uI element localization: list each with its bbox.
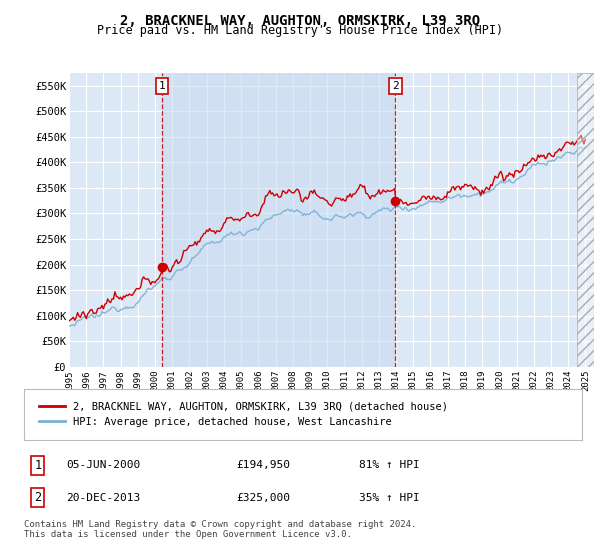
Text: 1: 1 [34, 459, 41, 472]
Text: 1: 1 [159, 81, 166, 91]
Text: 35% ↑ HPI: 35% ↑ HPI [359, 493, 419, 502]
Text: £325,000: £325,000 [236, 493, 290, 502]
Legend: 2, BRACKNEL WAY, AUGHTON, ORMSKIRK, L39 3RQ (detached house), HPI: Average price: 2, BRACKNEL WAY, AUGHTON, ORMSKIRK, L39 … [35, 398, 452, 431]
Text: 2: 2 [34, 491, 41, 504]
Text: 81% ↑ HPI: 81% ↑ HPI [359, 460, 419, 470]
Text: Contains HM Land Registry data © Crown copyright and database right 2024.
This d: Contains HM Land Registry data © Crown c… [24, 520, 416, 539]
Text: 2, BRACKNEL WAY, AUGHTON, ORMSKIRK, L39 3RQ: 2, BRACKNEL WAY, AUGHTON, ORMSKIRK, L39 … [120, 14, 480, 28]
Bar [577, 73, 594, 367]
Bar [577, 73, 594, 367]
Text: Price paid vs. HM Land Registry's House Price Index (HPI): Price paid vs. HM Land Registry's House … [97, 24, 503, 37]
Bar [162, 73, 395, 367]
Text: 20-DEC-2013: 20-DEC-2013 [66, 493, 140, 502]
Text: £194,950: £194,950 [236, 460, 290, 470]
Text: 05-JUN-2000: 05-JUN-2000 [66, 460, 140, 470]
Text: 2: 2 [392, 81, 399, 91]
